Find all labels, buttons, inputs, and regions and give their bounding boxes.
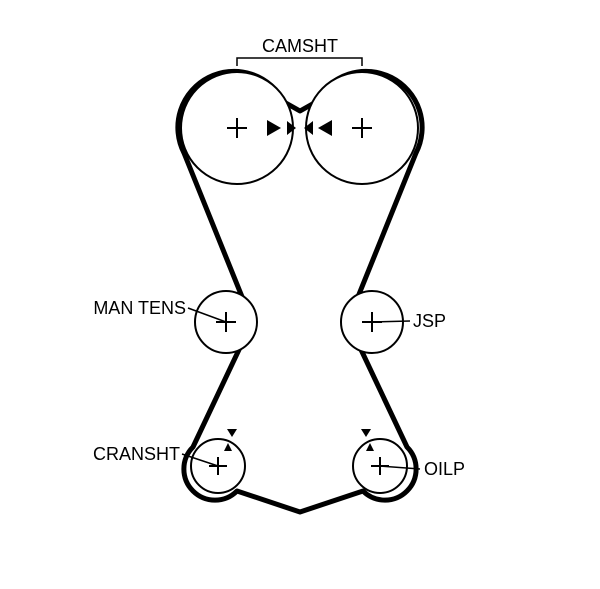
timing-belt-diagram: CAMSHT MAN TENS JSP CRANSHT OILP [0,0,600,589]
label-camshaft: CAMSHT [262,36,338,56]
label-man-tens: MAN TENS [93,298,186,318]
label-jsp: JSP [413,311,446,331]
label-oilp: OILP [424,459,465,479]
pulleys-group [181,72,418,493]
timing-mark-icon [227,429,237,437]
leader-line [372,321,410,322]
timing-mark-icon [361,429,371,437]
label-cransht: CRANSHT [93,444,180,464]
leader-line [237,58,362,66]
